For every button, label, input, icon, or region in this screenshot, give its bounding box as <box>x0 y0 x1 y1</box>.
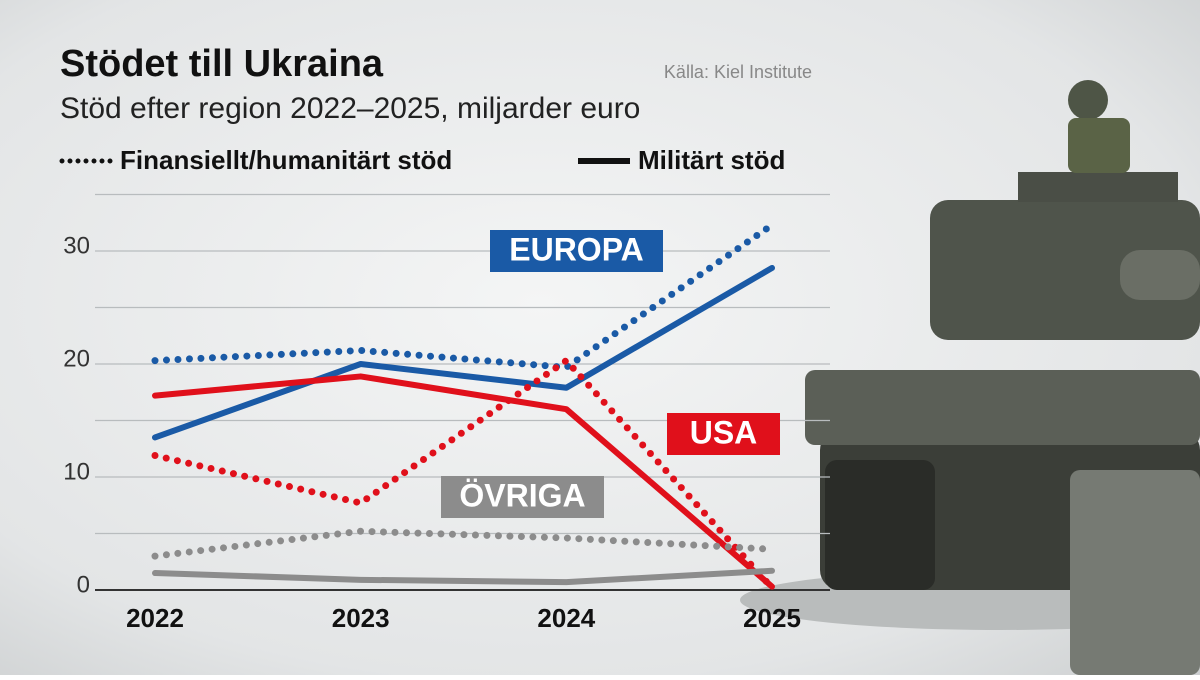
y-tick-label: 20 <box>63 345 90 372</box>
region-label-box <box>441 476 604 518</box>
x-tick-label: 2022 <box>126 603 184 633</box>
line-military <box>152 567 775 586</box>
x-tick-label: 2025 <box>743 603 801 633</box>
legend-label: Finansiellt/humanitärt stöd <box>120 145 452 175</box>
line-financial <box>151 357 776 592</box>
line-military <box>152 373 775 590</box>
y-tick-label: 30 <box>63 232 90 259</box>
region-label: ÖVRIGA <box>459 477 585 513</box>
tank-photo <box>740 80 1200 675</box>
legend-label: Militärt stöd <box>638 145 785 175</box>
region-label: USA <box>690 414 758 450</box>
y-tick-label: 0 <box>77 571 90 598</box>
y-tick-label: 10 <box>63 458 90 485</box>
source: Källa: Kiel Institute <box>664 62 812 82</box>
chart-subtitle: Stöd efter region 2022–2025, miljarder e… <box>60 92 640 125</box>
chart-title: Stödet till Ukraina <box>60 43 384 85</box>
line-financial <box>151 221 776 371</box>
region-label-box <box>490 230 663 272</box>
line-financial <box>151 527 776 560</box>
x-tick-label: 2024 <box>537 603 595 633</box>
region-label-box <box>667 413 780 455</box>
line-military <box>152 264 775 441</box>
region-label: EUROPA <box>509 231 644 267</box>
x-tick-label: 2023 <box>332 603 390 633</box>
